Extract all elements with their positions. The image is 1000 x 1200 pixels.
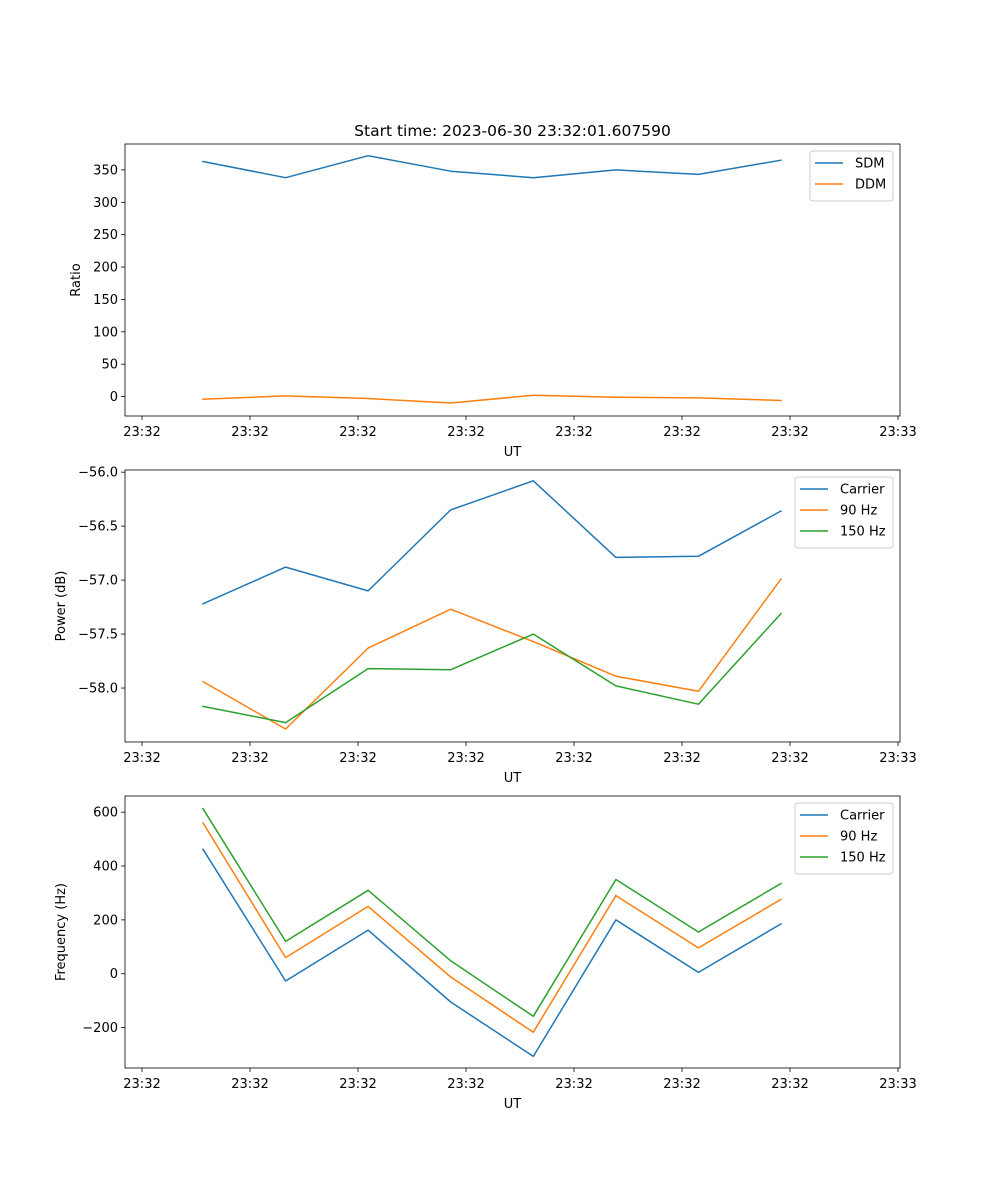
legend: Carrier 90 Hz 150 Hz	[794, 476, 894, 549]
x-tick-label: 23:32	[339, 425, 376, 440]
series-line-ddm	[202, 394, 782, 404]
x-tick-label: 23:32	[231, 1077, 268, 1092]
y-tick-label: 400	[93, 860, 118, 875]
chart-panel-1: 23:32 23:32 23:32 23:32 23:32 23:32 23:32 23:33…	[69, 143, 917, 460]
chart-panel-2: 23:32 23:32 23:32 23:32 23:32 23:32 23:32 23:33…	[54, 466, 917, 786]
y-tick-label: 600	[93, 806, 118, 821]
y-axis-label: Frequency (Hz)	[54, 883, 69, 981]
x-tick-label: 23:33	[879, 751, 916, 766]
x-tick-label: 23:32	[771, 751, 808, 766]
x-tick-label: 23:32	[123, 751, 160, 766]
y-tick-label: 250	[93, 228, 118, 243]
x-axis-label: UT	[504, 1097, 522, 1112]
x-tick-label: 23:33	[879, 425, 916, 440]
y-tick-label: −56.5	[78, 520, 118, 535]
y-tick-label: 0	[110, 967, 118, 982]
series-line-90-hz	[201, 577, 783, 730]
plot-frame	[124, 143, 901, 417]
y-tick-label: 350	[93, 163, 118, 178]
x-tick-label: 23:32	[339, 751, 376, 766]
y-tick-label: 50	[101, 358, 118, 373]
legend-label: Carrier	[840, 809, 885, 824]
legend-label: 90 Hz	[840, 504, 877, 519]
x-tick-label: 23:32	[447, 425, 484, 440]
legend-label: Carrier	[840, 483, 885, 498]
series-line-150-hz	[201, 807, 783, 1018]
x-tick-label: 23:32	[231, 425, 268, 440]
legend-label: DDM	[855, 178, 886, 193]
legend: Carrier 90 Hz 150 Hz	[794, 802, 894, 875]
x-tick-label: 23:32	[447, 751, 484, 766]
plot-frame	[124, 469, 901, 743]
x-tick-label: 23:32	[123, 1077, 160, 1092]
legend: SDM DDM	[809, 150, 894, 202]
x-tick-label: 23:32	[663, 1077, 700, 1092]
series-line-carrier	[202, 480, 783, 605]
y-tick-label: 150	[93, 293, 118, 308]
x-tick-label: 23:32	[555, 1077, 592, 1092]
x-tick-label: 23:32	[663, 751, 700, 766]
x-tick-label: 23:32	[663, 425, 700, 440]
legend-label: SDM	[855, 157, 884, 172]
y-tick-label: 200	[93, 261, 118, 276]
x-tick-label: 23:32	[555, 425, 592, 440]
y-tick-label: 0	[110, 390, 118, 405]
x-tick-label: 23:32	[123, 425, 160, 440]
chart-panel-3: 23:32 23:32 23:32 23:32 23:32 23:32 23:32 23:33…	[54, 795, 917, 1112]
y-tick-label: −57.5	[78, 628, 118, 643]
y-axis-label: Power (dB)	[54, 571, 69, 642]
y-axis-label: Ratio	[69, 263, 84, 296]
x-tick-label: 23:32	[339, 1077, 376, 1092]
series-line-carrier	[201, 848, 783, 1058]
y-tick-label: 200	[93, 913, 118, 928]
series-line-sdm	[202, 154, 782, 179]
x-axis-label: UT	[504, 445, 522, 460]
plot-frame	[124, 795, 901, 1069]
x-tick-label: 23:32	[771, 425, 808, 440]
legend-label: 150 Hz	[840, 851, 886, 866]
x-axis-label: UT	[504, 771, 522, 786]
y-tick-label: −57.0	[78, 574, 118, 589]
y-tick-label: −58.0	[78, 682, 118, 697]
legend-label: 150 Hz	[840, 525, 886, 540]
y-tick-label: −200	[82, 1021, 118, 1036]
x-tick-label: 23:32	[447, 1077, 484, 1092]
legend-label: 90 Hz	[840, 830, 877, 845]
y-tick-label: 100	[93, 325, 118, 340]
series-line-150-hz	[202, 612, 783, 724]
x-tick-label: 23:32	[555, 751, 592, 766]
series-line-90-hz	[201, 821, 783, 1033]
y-tick-label: 300	[93, 196, 118, 211]
y-tick-label: −56.0	[78, 466, 118, 481]
figure-title: Start time: 2023-06-30 23:32:01.607590	[354, 122, 671, 140]
x-tick-label: 23:32	[771, 1077, 808, 1092]
x-tick-label: 23:32	[231, 751, 268, 766]
x-tick-label: 23:33	[879, 1077, 916, 1092]
chart-panels: 23:32 23:32 23:32 23:32 23:32 23:32 23:32 23:33…	[54, 143, 917, 1112]
